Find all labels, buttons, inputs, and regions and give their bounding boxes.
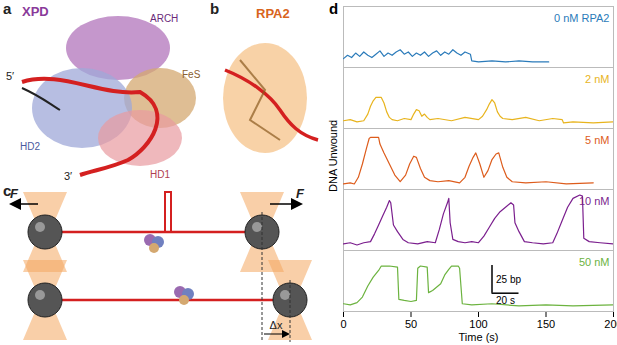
svg-text:a: a	[3, 0, 12, 17]
svg-text:0 nM RPA2: 0 nM RPA2	[554, 12, 609, 24]
svg-text:20 s: 20 s	[496, 295, 515, 306]
svg-text:150: 150	[537, 318, 555, 330]
svg-text:b: b	[210, 0, 219, 17]
svg-text:HD1: HD1	[150, 169, 170, 180]
svg-text:RPA2: RPA2	[256, 6, 290, 21]
svg-text:FeS: FeS	[182, 69, 201, 80]
svg-text:c: c	[3, 182, 12, 199]
svg-text:5′: 5′	[6, 70, 14, 82]
svg-text:50: 50	[405, 318, 417, 330]
html-text:DNA Unwound: DNA Unwound	[327, 119, 339, 192]
svg-text:Time (s): Time (s)	[459, 331, 499, 343]
svg-text:5 nM: 5 nM	[585, 134, 609, 146]
svg-text:XPD: XPD	[22, 4, 49, 19]
svg-text:F: F	[296, 186, 305, 201]
svg-text:10 nM: 10 nM	[579, 195, 610, 207]
svg-text:0: 0	[340, 318, 346, 330]
svg-text:2 nM: 2 nM	[585, 73, 609, 85]
svg-text:200: 200	[604, 318, 617, 330]
svg-text:HD2: HD2	[20, 141, 40, 152]
svg-text:Δx: Δx	[270, 319, 283, 331]
html-text:d: d	[329, 0, 339, 17]
svg-text:F: F	[10, 186, 19, 201]
svg-text:25 bp: 25 bp	[496, 274, 521, 285]
svg-text:ARCH: ARCH	[150, 13, 178, 24]
svg-text:50 nM: 50 nM	[579, 256, 610, 268]
svg-text:100: 100	[469, 318, 487, 330]
svg-text:3′: 3′	[64, 170, 72, 182]
